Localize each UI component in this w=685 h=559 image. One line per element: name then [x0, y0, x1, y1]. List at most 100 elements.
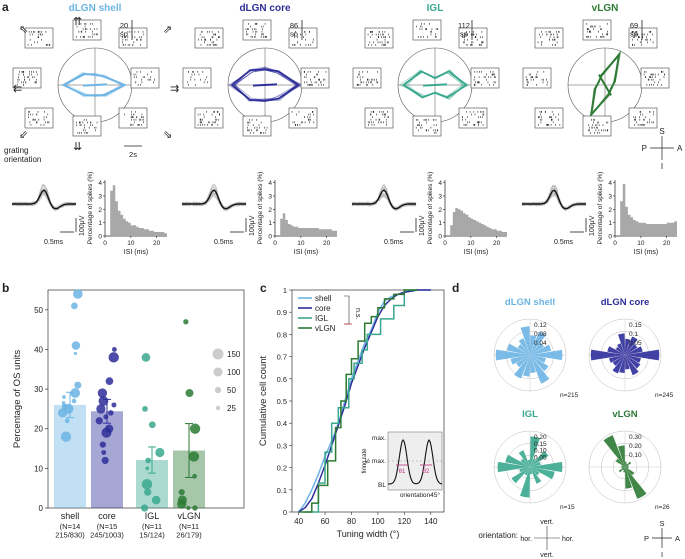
- data-point: [73, 351, 77, 356]
- raster-plot: [118, 27, 148, 49]
- grating-direction-icon: ⇘: [163, 129, 172, 141]
- rose-tick-label: 0.08: [534, 331, 547, 338]
- waveform-volt-label: 100μV: [79, 215, 86, 236]
- rose-wedge: [625, 336, 638, 355]
- y-tick-label: 20: [34, 425, 43, 434]
- rose-tick-label: 0.15: [534, 441, 547, 448]
- rose-wedge: [590, 349, 625, 361]
- raster-plot: [288, 27, 318, 49]
- rose-wedge: [530, 467, 555, 480]
- isi-histogram-bars: [275, 213, 337, 236]
- rose-title: dLGN shell: [505, 297, 555, 308]
- label-line: sp: [290, 29, 298, 38]
- data-point: [95, 417, 103, 425]
- raster-frame: [534, 107, 564, 129]
- waveform-time-label: 0.5ms: [384, 239, 404, 246]
- data-point: [178, 489, 185, 496]
- size-legend-marker: [213, 367, 223, 377]
- rose-tick-label: 0.05: [629, 340, 642, 347]
- mean-waveform: [522, 189, 586, 210]
- hist-x-label: ISI (ms): [464, 249, 489, 256]
- label-line: 20: [120, 21, 128, 30]
- data-point: [145, 466, 150, 471]
- y-tick-label: 10: [34, 464, 43, 473]
- raster-frame: [412, 19, 442, 41]
- data-point: [188, 451, 200, 462]
- raster-plot: [458, 27, 488, 49]
- mean-waveform: [12, 189, 76, 210]
- compass-a: A: [677, 144, 683, 153]
- category-note: (N=11 26/179): [176, 522, 202, 539]
- waveform-trace: [521, 192, 587, 211]
- rose-plot: IGL 0.200.150.100.05 n=15: [493, 409, 575, 511]
- panel-b-letter: b: [2, 281, 9, 295]
- waveform-trace: [181, 192, 247, 211]
- waveform-trace: [351, 189, 417, 211]
- x-axis-label: Tuning width (°): [337, 529, 400, 539]
- rose-tick-label: 0.04: [534, 340, 547, 347]
- rose-wedge: [612, 355, 625, 366]
- data-point: [101, 456, 109, 464]
- rose-tick-label: 0.10: [534, 448, 547, 455]
- raster-plot: [364, 107, 394, 129]
- rose-wedge: [625, 467, 632, 489]
- raster-frame: [72, 115, 102, 137]
- y-axis-label: Percentage of OS units: [12, 350, 23, 448]
- rose-wedge: [530, 335, 537, 355]
- polar-mean-trace: [589, 51, 621, 119]
- raster-frame: [194, 27, 224, 49]
- raster-frame: [118, 27, 148, 49]
- rate-scale-label: 20 sp: [120, 21, 128, 38]
- size-legend-label: 25: [227, 404, 236, 413]
- isi-histogram-bars: [615, 184, 677, 236]
- polar-group: vLGN 69 sp: [522, 3, 670, 137]
- waveform-trace: [351, 188, 417, 212]
- raster-plot: [288, 107, 318, 129]
- hist-y-label: Percentage of spikes (%): [597, 172, 604, 245]
- inset-tuning-curve: [387, 438, 443, 485]
- polar-title: dLGN shell: [69, 3, 122, 14]
- rose-wedge: [625, 355, 639, 376]
- size-legend-label: 50: [227, 386, 236, 395]
- rose-wedge: [625, 466, 629, 468]
- compass-s: S: [659, 127, 664, 136]
- cdf-line-vLGN: [298, 289, 418, 513]
- rose-tick-label: 0.20: [534, 434, 547, 441]
- compass-p: P: [644, 534, 649, 543]
- hist-y-tick-label: 2: [98, 207, 102, 214]
- x-tick-label: 60: [321, 517, 330, 526]
- label-line: sp: [120, 29, 128, 38]
- data-point: [71, 398, 77, 404]
- label-line: 69: [630, 21, 638, 30]
- raster-frame: [352, 67, 382, 89]
- orientation-label: orientation: [4, 155, 41, 164]
- data-point: [105, 377, 114, 386]
- raster-frame: [242, 19, 272, 41]
- raster-plot: [12, 67, 42, 89]
- rose-plot: dLGN core 0.15 0.1 0.05 n=245: [588, 297, 674, 399]
- waveform-isi-group: 0.5ms 100μV 0 1 2 3 4 0 10 20 ISI (ms) Percentage o…: [351, 172, 507, 256]
- compass-i: I: [661, 550, 663, 559]
- label-line: 86: [290, 21, 298, 30]
- data-point: [61, 401, 66, 405]
- hist-y-tick-label: 4: [98, 180, 102, 187]
- data-point: [140, 504, 149, 512]
- size-legend-marker: [212, 348, 224, 360]
- x-tick-label: 120: [398, 517, 412, 526]
- inset-deg-label: 45°: [430, 491, 440, 499]
- data-point: [101, 427, 112, 438]
- raster-plot: [470, 67, 500, 89]
- panel-c-letter: c: [260, 281, 267, 295]
- hist-x-tick-label: 20: [323, 240, 331, 247]
- raster-frame: [194, 107, 224, 129]
- hist-y-tick-label: 0: [98, 234, 102, 241]
- raster-plot: [242, 115, 272, 137]
- polar-title: IGL: [427, 3, 444, 14]
- grating-direction-icon: ⇇: [13, 83, 22, 95]
- waveform-time-label: 0.5ms: [554, 239, 574, 246]
- rose-wedge: [625, 463, 628, 467]
- x-tick-label: 100: [371, 517, 385, 526]
- polar-group: IGL 112 sp: [352, 3, 500, 137]
- raster-plot: [118, 107, 148, 129]
